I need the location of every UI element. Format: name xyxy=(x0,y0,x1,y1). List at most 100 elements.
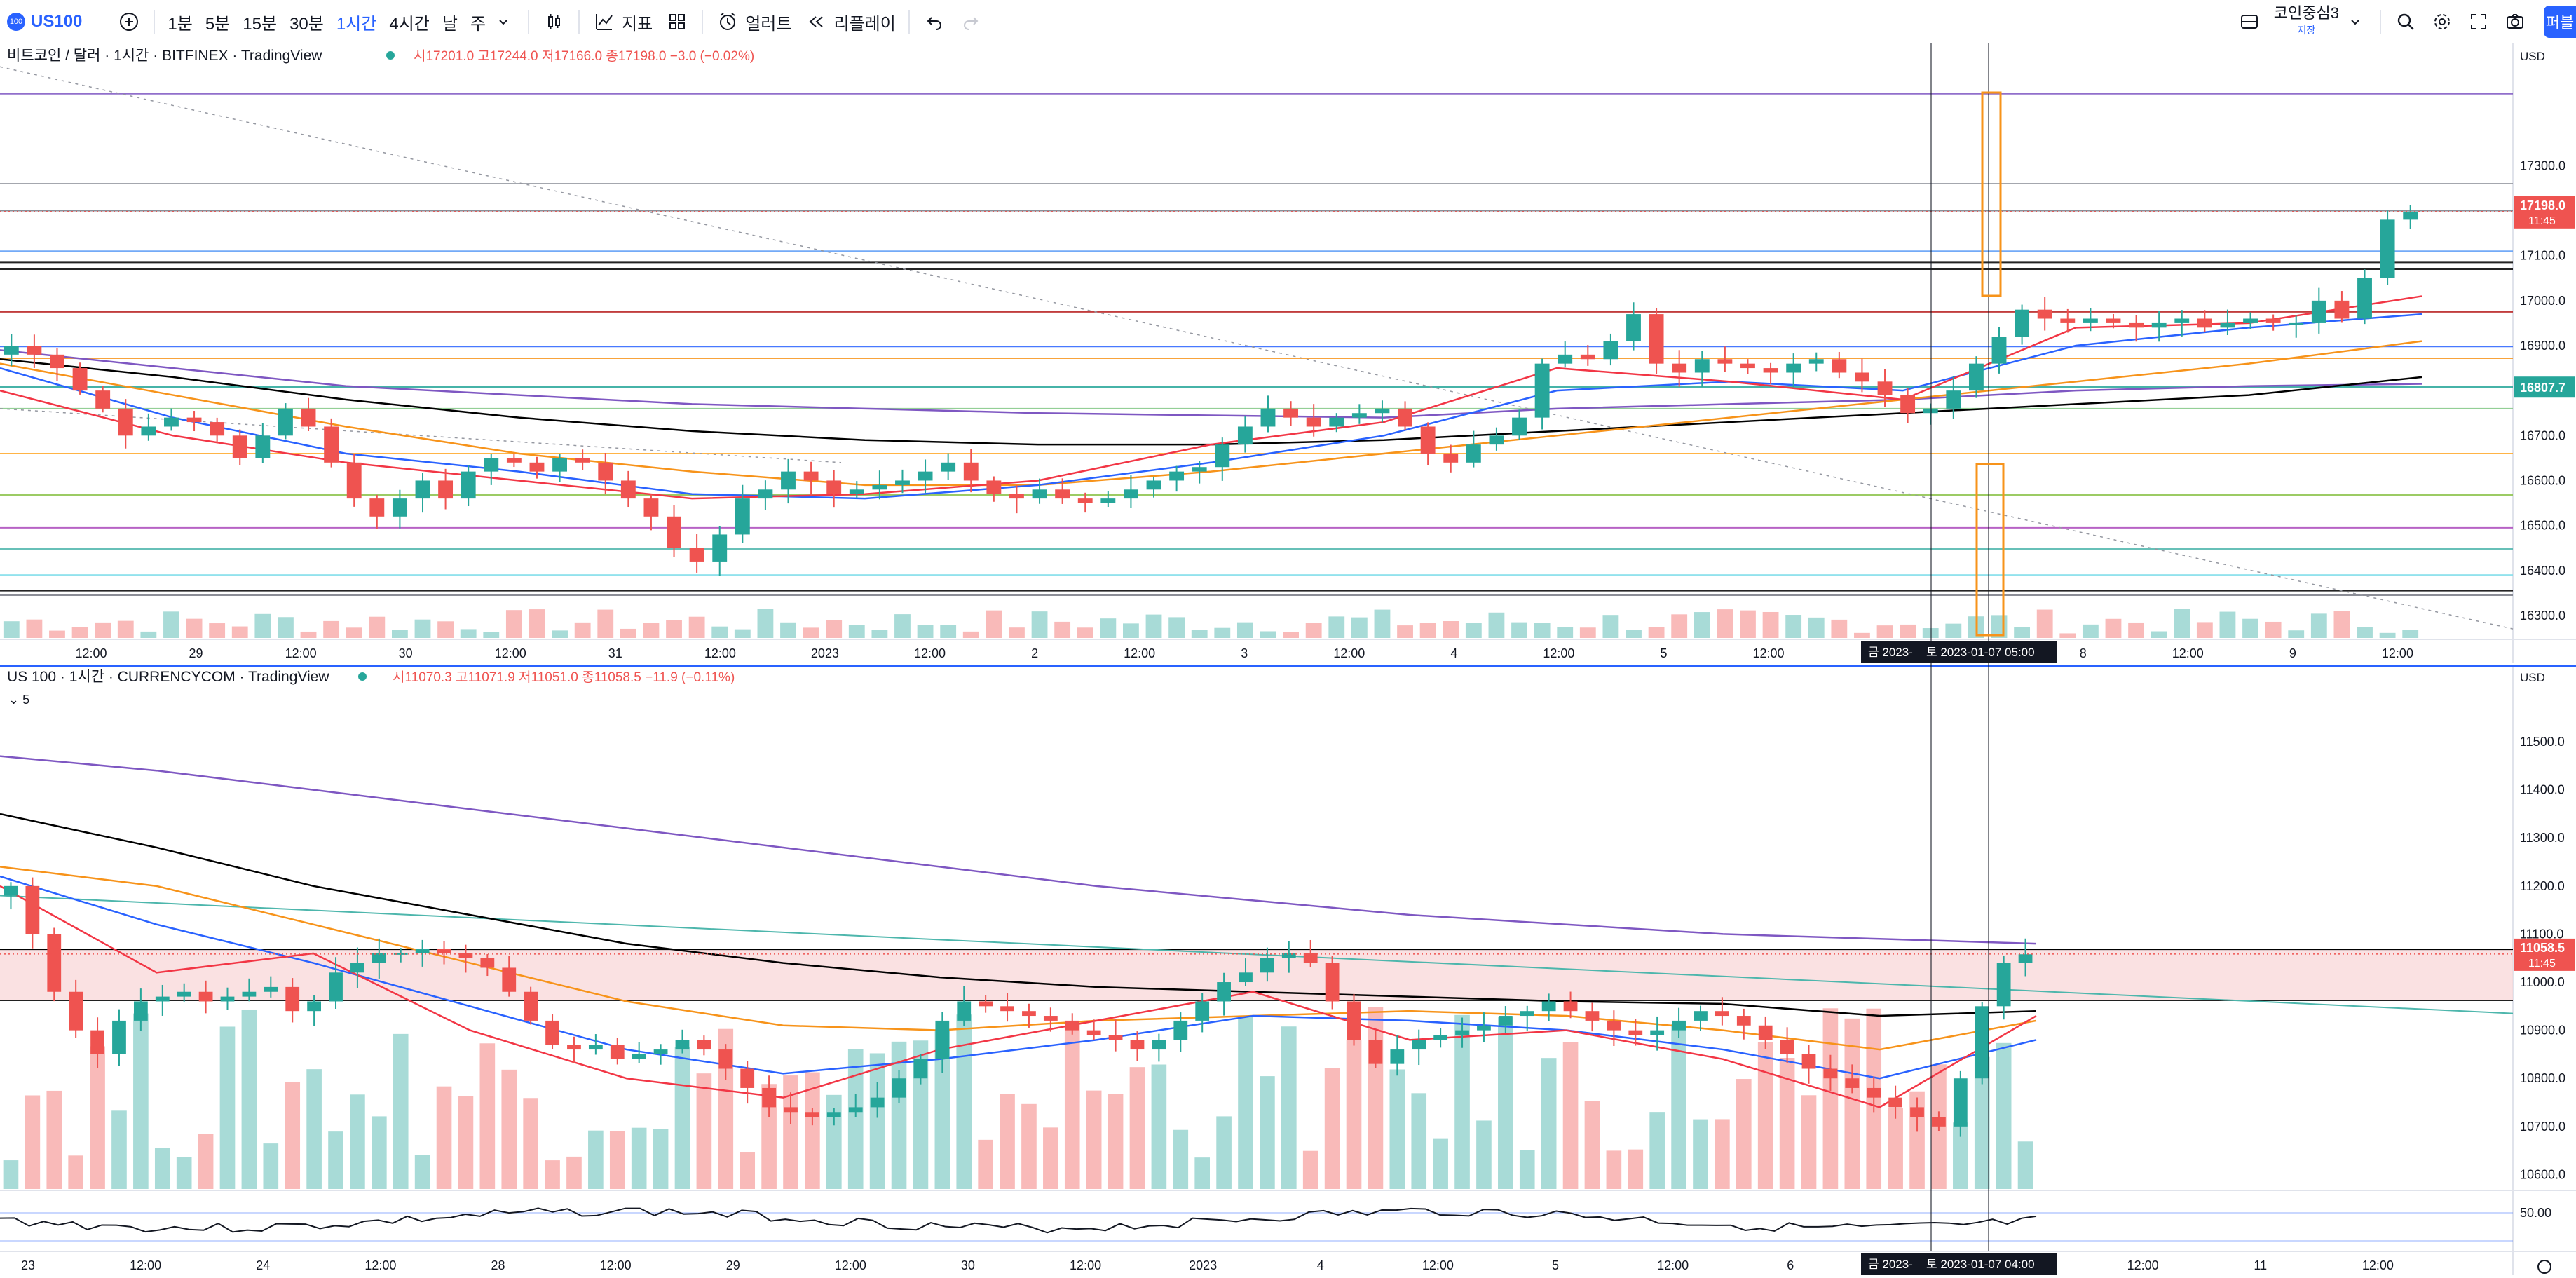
layout-name[interactable]: 코인중심3 저장 xyxy=(2274,6,2339,38)
candle-body xyxy=(735,498,750,535)
crosshair-time-prefix: 금 2023- xyxy=(1868,646,1913,659)
last-price-countdown: 11:45 xyxy=(2528,215,2556,227)
candle-body xyxy=(285,986,300,1012)
indicator-tag: ⌄ 5 xyxy=(8,693,29,707)
volume-bar xyxy=(609,1131,625,1189)
volume-bar xyxy=(176,1157,192,1189)
moving-average-line xyxy=(0,875,2037,1080)
alarm-clock-icon[interactable] xyxy=(716,10,740,34)
volume-bar xyxy=(1717,609,1733,638)
undo-icon[interactable] xyxy=(922,10,946,34)
y-tick-label: 11100.0 xyxy=(2520,927,2563,941)
indicators-icon[interactable] xyxy=(592,10,616,34)
interval-15m[interactable]: 15분 xyxy=(243,14,278,34)
gear-icon[interactable] xyxy=(2430,10,2454,34)
x-tick-label: 30 xyxy=(961,1258,975,1272)
interval-1h[interactable]: 1시간 xyxy=(336,14,377,34)
volume-bar xyxy=(956,1014,972,1189)
candle-body xyxy=(1217,982,1231,1002)
chart-legend-title: 비트코인 / 달러 · 1시간 · BITFINEX · TradingView xyxy=(7,48,322,64)
volume-bar xyxy=(2174,609,2190,638)
publish-button[interactable]: 퍼블 xyxy=(2544,6,2576,38)
candle-body xyxy=(1169,471,1185,481)
ohlc-values: 시17201.0 고17244.0 저17166.0 종17198.0 −3.0… xyxy=(414,48,754,64)
interval-5m[interactable]: 5분 xyxy=(205,14,231,34)
interval-1m[interactable]: 1분 xyxy=(168,14,193,34)
candle-body xyxy=(2220,322,2235,328)
chart-area[interactable]: USD 17300.0 17100.0 17000.0 16900.0 16700.0 16… xyxy=(0,43,2576,1278)
candle-body xyxy=(1672,1020,1686,1031)
chevron-down-icon[interactable] xyxy=(491,10,515,34)
y-tick-label: 17300.0 xyxy=(2520,158,2565,172)
candle-body xyxy=(2380,219,2395,278)
market-status-icon xyxy=(358,672,367,681)
indicators-button[interactable]: 지표 xyxy=(622,14,653,34)
volume-bar xyxy=(1519,1150,1535,1189)
y-tick-label: 10900.0 xyxy=(2520,1024,2565,1038)
volume-bar xyxy=(653,1129,669,1189)
x-tick-label: 11 xyxy=(2254,1258,2267,1272)
candle-body xyxy=(1580,354,1595,360)
volume-bar xyxy=(117,620,134,638)
alert-button[interactable]: 얼러트 xyxy=(745,14,792,34)
volume-bar xyxy=(869,1053,885,1189)
fullscreen-icon[interactable] xyxy=(2467,10,2490,34)
candle-body xyxy=(1498,1016,1513,1026)
us100-pane[interactable]: USD11500.011400.011300.011200.011100.011… xyxy=(0,665,2576,1275)
y-tick-label: 17000.0 xyxy=(2520,294,2565,308)
candle-body xyxy=(242,991,257,997)
layout-icon[interactable] xyxy=(2237,10,2261,34)
templates-icon[interactable] xyxy=(665,10,689,34)
candle-body xyxy=(643,498,659,517)
candle-body xyxy=(529,462,545,472)
volume-bar xyxy=(740,1152,756,1189)
candle-body xyxy=(1888,1097,1903,1108)
volume-bar xyxy=(1476,1120,1492,1189)
volume-bar xyxy=(643,623,660,638)
x-tick-label: 12:00 xyxy=(285,646,317,660)
volume-bar xyxy=(1145,614,1162,638)
interval-week[interactable]: 주 xyxy=(470,14,486,34)
search-icon[interactable] xyxy=(2394,10,2418,34)
btc-pane[interactable]: USD 17300.0 17100.0 17000.0 16900.0 16700.0 16… xyxy=(0,43,2576,663)
oscillator-line xyxy=(0,1207,2037,1234)
volume-bar xyxy=(1945,623,1962,638)
redo-icon[interactable] xyxy=(959,10,983,34)
volume-bar xyxy=(1443,621,1459,638)
x-tick-label: 12:00 xyxy=(835,1258,866,1272)
symbol-search[interactable]: US100 xyxy=(31,12,83,31)
moving-average-line xyxy=(0,813,2037,1017)
interval-day[interactable]: 날 xyxy=(442,14,458,34)
candle-body xyxy=(50,354,64,369)
rewind-icon[interactable] xyxy=(804,10,828,34)
add-symbol-icon[interactable] xyxy=(117,10,141,34)
volume-bar xyxy=(1411,1093,1427,1189)
candle-body xyxy=(848,1107,863,1113)
candle-body xyxy=(849,489,864,494)
replay-button[interactable]: 리플레이 xyxy=(833,14,896,34)
interval-4h[interactable]: 4시간 xyxy=(389,14,430,34)
crosshair-time-label: 토 2023-01-07 05:00 xyxy=(1926,646,2035,659)
interval-30m[interactable]: 30분 xyxy=(289,14,324,34)
divider xyxy=(908,10,910,34)
x-tick-label: 12:00 xyxy=(2362,1258,2394,1272)
volume-bar xyxy=(1173,1129,1189,1189)
candle-body xyxy=(1192,467,1207,472)
candle-body xyxy=(502,967,517,992)
volume-bar xyxy=(140,631,157,638)
volume-bar xyxy=(263,1143,279,1189)
chevron-down-icon[interactable] xyxy=(2343,10,2367,34)
candle-body xyxy=(1968,363,1984,391)
candle-body xyxy=(610,1045,625,1059)
candle-body xyxy=(2243,318,2258,323)
candle-body xyxy=(118,408,133,436)
volume-bar xyxy=(1194,1157,1211,1189)
volume-bar xyxy=(566,1156,582,1189)
candle-body xyxy=(506,458,522,463)
volume-bar xyxy=(1736,1079,1752,1189)
camera-icon[interactable] xyxy=(2503,10,2527,34)
volume-bar xyxy=(1108,1094,1124,1189)
candle-body xyxy=(826,1112,841,1117)
candle-style-icon[interactable] xyxy=(542,10,566,34)
candle-body xyxy=(935,1020,950,1059)
